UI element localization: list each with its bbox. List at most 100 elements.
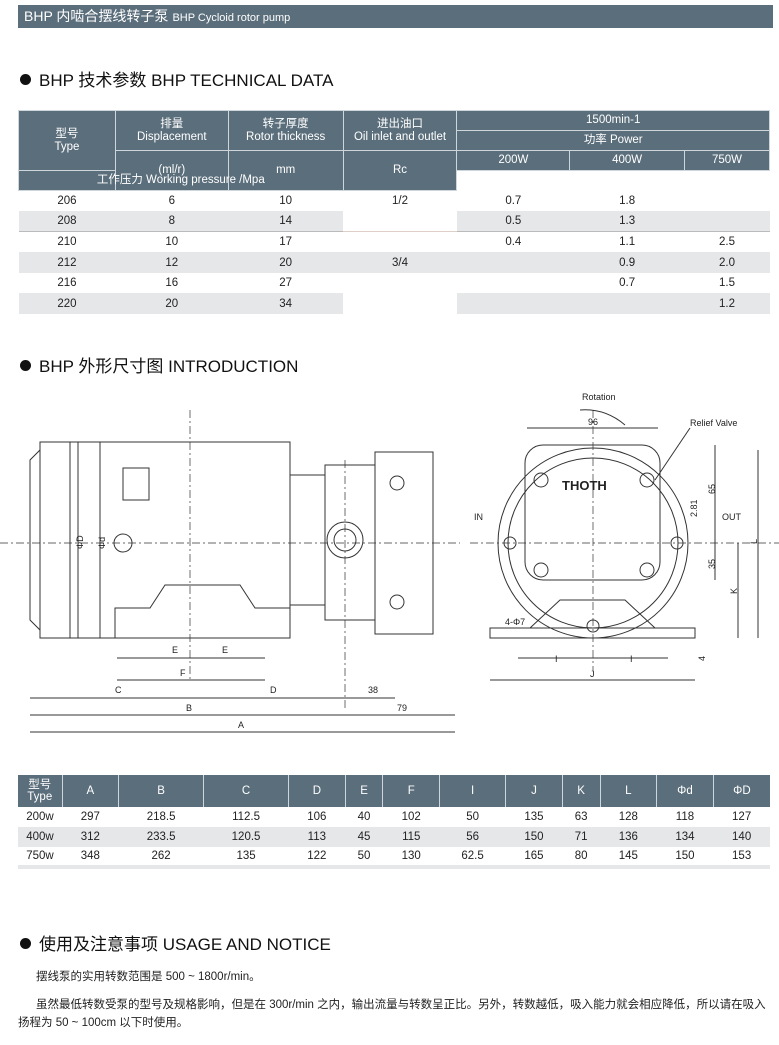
title-cn: BHP 内啮合摆线转子泵 [24,8,169,24]
col-pressure: 工作压力 Working pressure /Mpa [18,170,344,191]
col-type: 型号 Type [18,110,116,171]
rotation-label: Rotation [582,392,616,402]
cell-value: 112.5 [232,811,261,823]
dim-e-left: E [172,645,178,655]
page-title-bar: BHP 内啮合摆线转子泵 BHP Cycloid rotor pump [18,5,773,28]
cell-value: 50 [466,811,479,823]
table-row: 200w 297 218.5 112.5 106 40 102 50 135 63 128 118 12… [18,807,770,827]
cell-oil [343,293,457,314]
col-power: 功率 Power [456,130,770,151]
holes-label: 4-Φ7 [505,617,525,627]
cell-w200: 0.5 [456,211,570,232]
cell-value: 262 [118,847,204,869]
table-row: 208 8 14 0.5 1.3 [18,211,770,233]
col-rotor: 转子厚度 Rotor thickness [227,110,344,151]
section-intro-text: BHP 外形尺寸图 INTRODUCTION [39,357,299,376]
dim-phi-big-d: ΦD [75,535,85,549]
cell-value: 128 [618,811,638,823]
out-label: OUT [722,512,742,522]
cell-value: 40 [357,811,371,823]
cell-type: 216 [57,277,77,290]
cell-value: 297 [80,811,100,823]
table-row: 210 10 17 0.4 1.1 2.5 [18,231,770,253]
table-row: 400w 312 233.5 120.5 113 45 115 56 150 71 136 134 14… [18,827,770,847]
cell-w400: 0.9 [569,252,685,273]
cell-w400: 0.7 [619,277,636,290]
cell-value: 134 [656,827,714,847]
cell-value: 165 [505,847,563,869]
cell-disp: 10 [165,236,179,249]
dim-k: K [729,588,739,594]
dimension-table: 型号 Type A B C D E F I J K L Φd ΦD 200w 297 218.5 112.5 10… [18,775,770,869]
bullet-icon [20,938,31,949]
table-row: 206 6 10 1/2 0.7 1.8 [19,191,770,212]
cell-disp: 20 [115,293,229,315]
cell-w400: 1.3 [569,211,685,232]
cell-value: 150 [656,847,714,869]
notice-paragraph-1: 摆线泵的实用转数范围是 500 ~ 1800r/min。 [36,971,261,983]
cell-value: 145 [600,847,657,869]
cell-value: 45 [345,827,383,847]
section-usage-heading: 使用及注意事项 USAGE AND NOTICE [20,930,331,955]
col-header: L [599,775,657,807]
table-row: 750w 348 262 135 122 50 130 62.5 165 80 145 150 153 [18,847,770,869]
col-header: Φd [656,775,714,807]
cell-value: 140 [713,827,770,847]
cell-disp: 6 [168,195,175,208]
col-header: I [439,775,506,807]
dim-35: 35 [707,559,717,569]
section-usage-text: 使用及注意事项 USAGE AND NOTICE [39,935,331,954]
col-header: C [203,775,289,807]
col-type: 型号 Type [18,775,62,807]
cell-w200 [457,273,570,294]
cell-value: 136 [600,827,657,847]
cell-value: 115 [382,827,440,847]
cell-type: 750w [18,847,62,869]
table-row: 216 16 27 0.7 1.5 [19,273,770,294]
cell-rotor: 27 [279,277,293,290]
table-row: 212 12 20 3/4 0.9 2.0 [18,252,770,273]
col-750w: 750W [684,150,770,171]
cell-value: 63 [574,811,588,823]
cell-value: 113 [288,827,346,847]
col-200w: 200W [456,150,571,171]
dim-a: A [238,720,244,730]
cell-value: 127 [732,811,752,823]
col-400w: 400W [569,150,686,171]
cell-value: 150 [505,827,563,847]
cell-type: 400w [18,827,62,847]
cell-type: 212 [18,252,116,273]
dim-j: J [590,669,595,679]
cell-value: 106 [307,811,327,823]
section-tech-text: BHP 技术参数 BHP TECHNICAL DATA [39,71,334,90]
section-intro-heading: BHP 外形尺寸图 INTRODUCTION [20,352,298,377]
cell-w400: 1.8 [619,194,636,207]
cell-value: 50 [345,847,383,869]
cell-rotor: 17 [279,236,293,249]
cell-value: 135 [203,847,289,869]
cell-value: 80 [562,847,601,869]
col-header: B [118,775,204,807]
cell-value: 233.5 [118,827,204,847]
cell-type: 200w [26,811,54,823]
cell-value: 56 [439,827,506,847]
cell-value: 120.5 [203,827,289,847]
col-header: K [561,775,601,807]
cell-value: 102 [401,811,421,823]
oil-unit: Rc [342,150,458,191]
cell-rotor: 14 [228,211,344,232]
cell-disp: 16 [165,277,179,290]
cell-value: 153 [713,847,770,869]
cell-w200 [456,293,570,315]
col-disp: 排量 Displacement [114,110,229,151]
col-oil: 进出油口 Oil inlet and outlet [342,110,458,151]
cell-w750: 1.2 [684,293,770,315]
bullet-icon [20,360,31,371]
cell-w750: 1.5 [719,277,736,290]
cell-disp: 8 [115,211,229,232]
col-header: F [382,775,440,807]
cell-disp: 12 [115,252,229,273]
col-header: D [288,775,346,807]
cell-w750: 2.0 [684,252,770,273]
cell-type: 206 [57,195,77,208]
